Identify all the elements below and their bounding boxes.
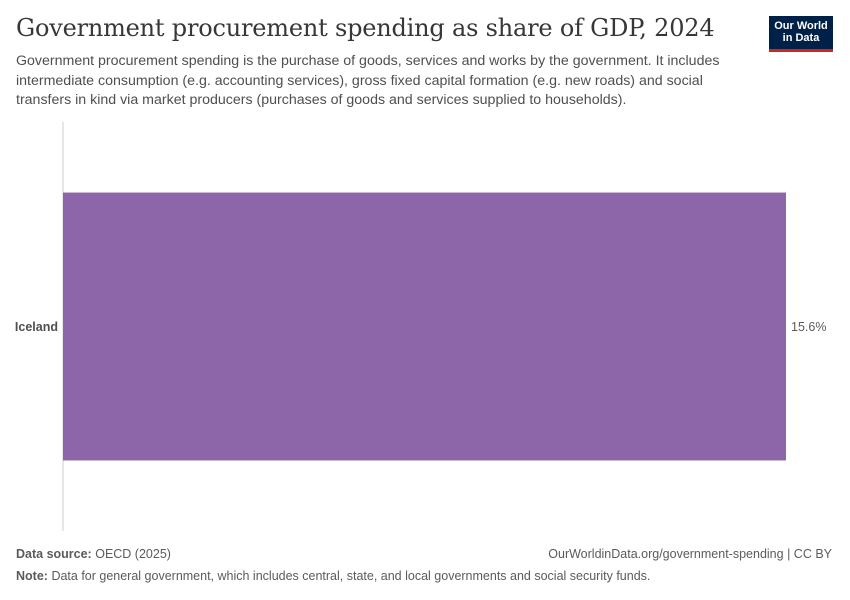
owid-logo[interactable]: Our World in Data [769,16,833,52]
note-label: Note: [16,569,48,583]
footer-url: OurWorldinData.org/government-spending |… [548,547,832,561]
chart-subtitle: Government procurement spending is the p… [16,53,720,108]
chart-title: Government procurement spending as share… [16,14,715,42]
data-source-value: OECD (2025) [95,547,171,561]
logo-line-1: Our World [774,20,828,32]
bar-iceland[interactable] [63,192,786,461]
category-label: Iceland [15,320,58,334]
note-text: Data for general government, which inclu… [51,569,651,583]
license-link[interactable]: CC BY [793,547,832,561]
separator: | [787,547,791,561]
data-source-label: Data source: [16,547,92,561]
logo-line-2: in Data [782,32,820,44]
value-label: 15.6% [791,320,826,334]
source-url-link[interactable]: OurWorldinData.org/government-spending [548,547,784,561]
data-source: Data source: OECD (2025) [16,547,171,561]
footnote: Note: Data for general government, which… [16,569,650,583]
